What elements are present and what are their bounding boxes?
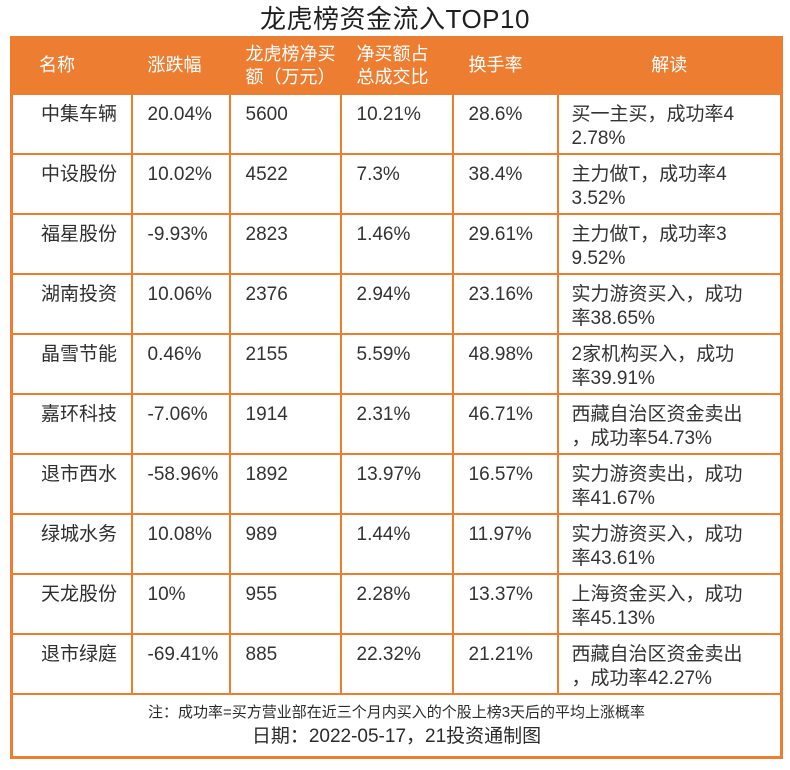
cell-change: 10.08% xyxy=(130,512,231,575)
cell-change: -69.41% xyxy=(130,632,231,695)
cell-change: 10.06% xyxy=(130,272,231,335)
cell-turnover: 29.61% xyxy=(451,212,559,275)
col-header-change: 涨跌幅 xyxy=(130,36,231,95)
table-row: 中设股份 10.02% 4522 7.3% 38.4% 主力做T，成功率4 3.52% xyxy=(10,152,783,215)
cell-turnover: 23.16% xyxy=(451,272,559,335)
cell-net-buy-ratio: 7.3% xyxy=(339,152,454,215)
cell-change: -7.06% xyxy=(130,392,231,455)
table-footer: 注：成功率=买方营业部在近三个月内买入的个股上榜3天后的平均上涨概率 日期：20… xyxy=(10,692,783,758)
table-row: 绿城水务 10.08% 989 1.44% 11.97% 实力游资买入，成功 率43.61… xyxy=(10,512,783,575)
date-credit: 日期：2022-05-17，21投资通制图 xyxy=(251,725,542,747)
footer-cell: 注：成功率=买方营业部在近三个月内买入的个股上榜3天后的平均上涨概率 日期：20… xyxy=(10,692,783,758)
cell-net-buy: 2155 xyxy=(228,332,342,395)
cell-name: 晶雪节能 xyxy=(10,332,133,395)
cell-interpretation: 主力做T，成功率3 9.52% xyxy=(556,212,783,275)
cell-name: 福星股份 xyxy=(10,212,133,275)
top10-table: 名称 涨跌幅 龙虎榜净买 额（万元） 净买额占 总成交比 换手率 解读 中集车辆… xyxy=(10,36,783,759)
col-header-name: 名称 xyxy=(10,36,133,95)
cell-turnover: 48.98% xyxy=(451,332,559,395)
cell-interpretation: 实力游资买入，成功 率43.61% xyxy=(556,512,783,575)
cell-change: 20.04% xyxy=(130,92,231,155)
table-row: 中集车辆 20.04% 5600 10.21% 28.6% 买一主买，成功率4 2.78% xyxy=(10,92,783,155)
cell-name: 退市绿庭 xyxy=(10,632,133,695)
cell-change: 10.02% xyxy=(130,152,231,215)
cell-name: 中集车辆 xyxy=(10,92,133,155)
table-row: 退市西水 -58.96% 1892 13.97% 16.57% 实力游资卖出，成功 率41… xyxy=(10,452,783,515)
cell-net-buy-ratio: 5.59% xyxy=(339,332,454,395)
cell-interpretation: 主力做T，成功率4 3.52% xyxy=(556,152,783,215)
cell-name: 中设股份 xyxy=(10,152,133,215)
cell-turnover: 21.21% xyxy=(451,632,559,695)
cell-interpretation: 实力游资卖出，成功 率41.67% xyxy=(556,452,783,515)
footer-row: 注：成功率=买方营业部在近三个月内买入的个股上榜3天后的平均上涨概率 日期：20… xyxy=(10,692,783,758)
cell-net-buy-ratio: 2.28% xyxy=(339,572,454,635)
cell-net-buy: 5600 xyxy=(228,92,342,155)
page-title: 龙虎榜资金流入TOP10 xyxy=(260,4,530,34)
cell-net-buy: 989 xyxy=(228,512,342,575)
cell-net-buy: 955 xyxy=(228,572,342,635)
table-row: 晶雪节能 0.46% 2155 5.59% 48.98% 2家机构买入，成功 率39.91… xyxy=(10,332,783,395)
cell-net-buy-ratio: 10.21% xyxy=(339,92,454,155)
cell-name: 嘉环科技 xyxy=(10,392,133,455)
cell-name: 退市西水 xyxy=(10,452,133,515)
cell-change: -58.96% xyxy=(130,452,231,515)
col-header-net-buy-ratio: 净买额占 总成交比 xyxy=(339,36,454,95)
table-row: 退市绿庭 -69.41% 885 22.32% 21.21% 西藏自治区资金卖出 ，成功率… xyxy=(10,632,783,695)
cell-change: -9.93% xyxy=(130,212,231,275)
header-row: 名称 涨跌幅 龙虎榜净买 额（万元） 净买额占 总成交比 换手率 解读 xyxy=(10,36,783,95)
cell-net-buy-ratio: 13.97% xyxy=(339,452,454,515)
cell-net-buy: 4522 xyxy=(228,152,342,215)
cell-net-buy: 885 xyxy=(228,632,342,695)
col-header-turnover: 换手率 xyxy=(451,36,559,95)
cell-turnover: 16.57% xyxy=(451,452,559,515)
cell-net-buy-ratio: 2.31% xyxy=(339,392,454,455)
table-row: 湖南投资 10.06% 2376 2.94% 23.16% 实力游资买入，成功 率38.6… xyxy=(10,272,783,335)
cell-net-buy-ratio: 22.32% xyxy=(339,632,454,695)
table-row: 天龙股份 10% 955 2.28% 13.37% 上海资金买入，成功 率45.13% xyxy=(10,572,783,635)
cell-net-buy: 2376 xyxy=(228,272,342,335)
cell-name: 湖南投资 xyxy=(10,272,133,335)
col-header-interpretation: 解读 xyxy=(556,36,783,95)
cell-interpretation: 西藏自治区资金卖出 ，成功率42.27% xyxy=(556,632,783,695)
cell-net-buy: 2823 xyxy=(228,212,342,275)
cell-change: 0.46% xyxy=(130,332,231,395)
cell-change: 10% xyxy=(130,572,231,635)
cell-turnover: 38.4% xyxy=(451,152,559,215)
table-row: 嘉环科技 -7.06% 1914 2.31% 46.71% 西藏自治区资金卖出 ，成功率5… xyxy=(10,392,783,455)
cell-interpretation: 买一主买，成功率4 2.78% xyxy=(556,92,783,155)
table-body: 中集车辆 20.04% 5600 10.21% 28.6% 买一主买，成功率4 2.78%… xyxy=(10,92,783,695)
table-row: 福星股份 -9.93% 2823 1.46% 29.61% 主力做T，成功率3 9.52% xyxy=(10,212,783,275)
cell-turnover: 11.97% xyxy=(451,512,559,575)
footnote: 注：成功率=买方营业部在近三个月内买入的个股上榜3天后的平均上涨概率 xyxy=(147,703,646,721)
cell-interpretation: 实力游资买入，成功 率38.65% xyxy=(556,272,783,335)
cell-net-buy-ratio: 1.44% xyxy=(339,512,454,575)
col-header-net-buy: 龙虎榜净买 额（万元） xyxy=(228,36,342,95)
cell-net-buy: 1892 xyxy=(228,452,342,515)
cell-name: 绿城水务 xyxy=(10,512,133,575)
cell-net-buy: 1914 xyxy=(228,392,342,455)
cell-net-buy-ratio: 1.46% xyxy=(339,212,454,275)
cell-turnover: 13.37% xyxy=(451,572,559,635)
cell-turnover: 46.71% xyxy=(451,392,559,455)
cell-net-buy-ratio: 2.94% xyxy=(339,272,454,335)
cell-turnover: 28.6% xyxy=(451,92,559,155)
cell-interpretation: 西藏自治区资金卖出 ，成功率54.73% xyxy=(556,392,783,455)
cell-name: 天龙股份 xyxy=(10,572,133,635)
cell-interpretation: 上海资金买入，成功 率45.13% xyxy=(556,572,783,635)
cell-interpretation: 2家机构买入，成功 率39.91% xyxy=(556,332,783,395)
table-header: 名称 涨跌幅 龙虎榜净买 额（万元） 净买额占 总成交比 换手率 解读 xyxy=(10,36,783,95)
